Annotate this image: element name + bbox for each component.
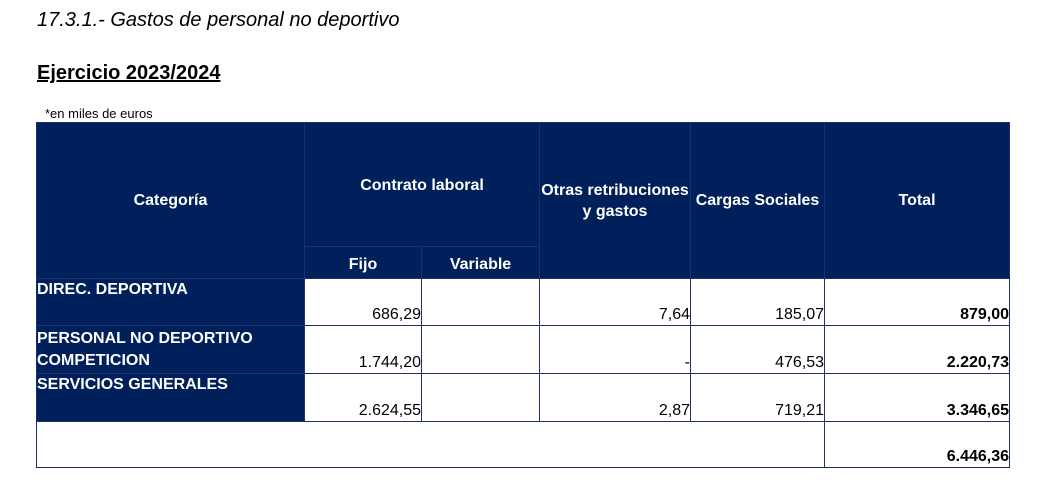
cell-fijo: 2.624,55 [304, 373, 422, 422]
cell-cargas: 719,21 [690, 373, 825, 422]
cell-variable [421, 278, 540, 326]
cell-otras: 2,87 [539, 373, 691, 422]
header-total: Total [824, 122, 1010, 279]
header-variable: Variable [421, 246, 540, 279]
row-category: SERVICIOS GENERALES [36, 373, 305, 422]
table-row: SERVICIOS GENERALES 2.624,55 2,87 719,21… [36, 373, 1010, 422]
row-category: DIREC. DEPORTIVA [36, 278, 305, 326]
cell-fijo: 1.744,20 [304, 325, 422, 374]
header-categoria: Categoría [36, 122, 305, 279]
cell-total: 2.220,73 [824, 325, 1010, 374]
exercise-title: Ejercicio 2023/2024 [37, 62, 221, 84]
table-row: PERSONAL NO DEPORTIVO COMPETICION 1.744,… [36, 325, 1010, 374]
grand-total-cell: 6.446,36 [824, 421, 1010, 468]
cell-cargas: 185,07 [690, 278, 825, 326]
cell-total: 3.346,65 [824, 373, 1010, 422]
row-category: PERSONAL NO DEPORTIVO COMPETICION [36, 325, 305, 374]
cell-total: 879,00 [824, 278, 1010, 326]
table-row: DIREC. DEPORTIVA 686,29 7,64 185,07 879,… [36, 278, 1010, 326]
unit-note: *en miles de euros [45, 106, 153, 121]
header-contrato-laboral: Contrato laboral [304, 122, 540, 247]
header-cargas-sociales: Cargas Sociales [690, 122, 825, 279]
cell-otras: - [539, 325, 691, 374]
header-otras-retribuciones: Otras retribuciones y gastos [539, 122, 691, 279]
cell-fijo: 686,29 [304, 278, 422, 326]
grand-total-spacer [36, 421, 825, 468]
personnel-expenses-table: Categoría Contrato laboral Otras retribu… [36, 122, 1010, 468]
section-title: 17.3.1.- Gastos de personal no deportivo [37, 9, 400, 31]
grand-total-row: 6.446,36 [36, 421, 1010, 468]
cell-variable [421, 325, 540, 374]
cell-cargas: 476,53 [690, 325, 825, 374]
cell-otras: 7,64 [539, 278, 691, 326]
header-fijo: Fijo [304, 246, 422, 279]
cell-variable [421, 373, 540, 422]
